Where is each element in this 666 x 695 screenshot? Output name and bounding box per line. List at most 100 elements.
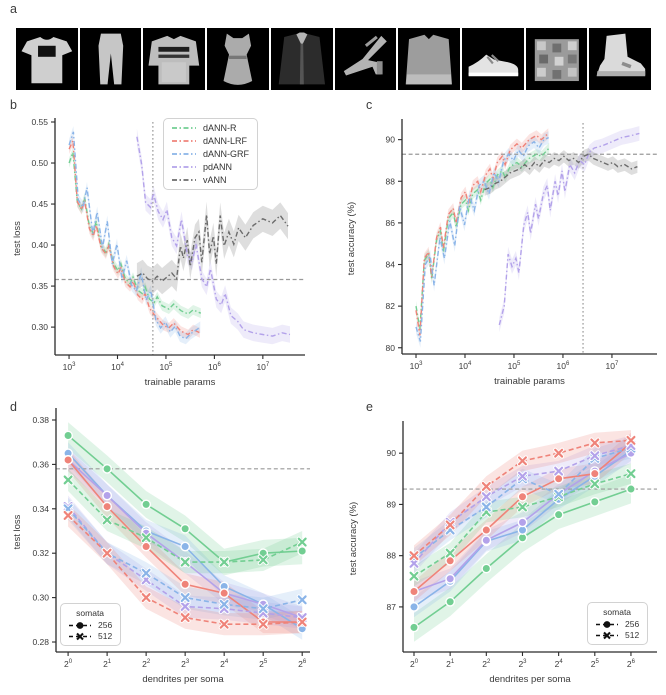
dann-r-line-icon <box>171 124 197 132</box>
panel-d-legend: somata 256 512 <box>60 603 122 646</box>
svg-text:dendrites per soma: dendrites per soma <box>142 674 224 685</box>
fashion-item-tshirt <box>16 28 78 90</box>
svg-text:0.55: 0.55 <box>31 117 48 127</box>
svg-text:test accuracy (%): test accuracy (%) <box>348 502 359 575</box>
svg-text:0.40: 0.40 <box>31 240 48 250</box>
fashion-item-sneaker <box>461 28 524 90</box>
svg-text:89: 89 <box>387 499 397 509</box>
panel-d-chart: 20 21 22 23 24 25 26 0.28 0.30 0.32 0.34 0.36 0.38 de… <box>12 408 310 685</box>
svg-text:86: 86 <box>386 218 396 228</box>
dann-grf-line-icon <box>171 150 197 158</box>
svg-text:107: 107 <box>606 361 619 371</box>
svg-text:107: 107 <box>256 362 269 372</box>
svg-text:25: 25 <box>591 659 600 669</box>
fashion-item-ankle-boot <box>589 28 652 90</box>
svg-text:88: 88 <box>387 551 397 561</box>
svg-text:24: 24 <box>220 659 229 669</box>
panel-b: 103 104 105 106 107 0.30 0.35 0.40 0.45 0.50 0.55 t… <box>8 98 338 398</box>
panel-c: 103 104 105 106 107 80 82 84 86 88 90 trainable par… <box>338 98 666 398</box>
svg-text:0.45: 0.45 <box>31 199 48 209</box>
fashion-item-shirt <box>398 28 460 90</box>
x-marker-icon <box>68 632 92 641</box>
svg-text:105: 105 <box>160 362 173 372</box>
panel-b-chart: 103 104 105 106 107 0.30 0.35 0.40 0.45 0.50 0.55 t… <box>12 117 305 388</box>
legend-entry-dann-r: dANN-R <box>171 123 249 133</box>
legend-label: 512 <box>98 631 113 641</box>
legend-label: dANN-R <box>203 123 237 133</box>
svg-text:test loss: test loss <box>12 514 23 549</box>
legend-label: 512 <box>625 630 640 640</box>
panel-label-a: a <box>10 2 17 16</box>
pdann-line-icon <box>171 163 197 171</box>
svg-text:87: 87 <box>387 602 397 612</box>
svg-text:84: 84 <box>386 260 396 270</box>
svg-text:0.50: 0.50 <box>31 158 48 168</box>
x-marker-icon <box>595 631 619 640</box>
legend-label: dANN-LRF <box>203 136 248 146</box>
fashion-item-sandal <box>334 28 397 90</box>
legend-title: somata <box>603 607 632 617</box>
svg-text:104: 104 <box>111 362 124 372</box>
circle-marker-icon <box>68 621 92 630</box>
panel-e-legend: somata 256 512 <box>587 602 649 645</box>
legend-label: vANN <box>203 175 227 185</box>
svg-text:26: 26 <box>298 659 307 669</box>
dann-lrf-line-icon <box>171 137 197 145</box>
fashion-item-trouser <box>79 28 142 90</box>
panel-d: 20 21 22 23 24 25 26 0.28 0.30 0.32 0.34 0.36 0.38 de… <box>8 400 338 695</box>
legend-entry-vann: vANN <box>171 175 249 185</box>
svg-text:0.34: 0.34 <box>32 504 49 514</box>
legend-title: somata <box>76 608 105 618</box>
panel-c-chart: 103 104 105 106 107 80 82 84 86 88 90 trainable par… <box>346 119 657 387</box>
svg-text:25: 25 <box>259 659 268 669</box>
fashion-item-coat <box>270 28 333 90</box>
fashion-item-pullover <box>143 28 206 90</box>
svg-text:106: 106 <box>208 362 221 372</box>
svg-text:24: 24 <box>555 659 564 669</box>
circle-marker-icon <box>595 620 619 629</box>
panel-b-legend: dANN-R dANN-LRF dANN-GRF pdANN vANN <box>163 118 259 190</box>
svg-text:0.28: 0.28 <box>32 637 49 647</box>
svg-text:21: 21 <box>103 659 112 669</box>
legend-label: 256 <box>98 620 113 630</box>
svg-text:90: 90 <box>387 448 397 458</box>
svg-text:20: 20 <box>410 659 419 669</box>
svg-text:dendrites per soma: dendrites per soma <box>489 674 571 685</box>
svg-text:106: 106 <box>557 361 570 371</box>
legend-entry-256: 256 <box>68 620 112 630</box>
svg-text:0.36: 0.36 <box>32 459 49 469</box>
svg-text:22: 22 <box>482 659 491 669</box>
legend-entry-dann-grf: dANN-GRF <box>171 149 249 159</box>
legend-entry-256: 256 <box>595 619 639 629</box>
legend-entry-dann-lrf: dANN-LRF <box>171 136 249 146</box>
vann-line-icon <box>171 176 197 184</box>
legend-entry-512: 512 <box>68 631 112 641</box>
svg-text:26: 26 <box>627 659 636 669</box>
svg-text:104: 104 <box>459 361 472 371</box>
svg-text:103: 103 <box>410 361 423 371</box>
panel-label-b: b <box>10 98 17 112</box>
panel-e: 20 21 22 23 24 25 26 87 88 89 90 dendrites per soma… <box>338 400 666 695</box>
svg-text:23: 23 <box>518 659 527 669</box>
svg-text:trainable params: trainable params <box>145 377 216 388</box>
svg-text:test loss: test loss <box>12 221 23 256</box>
legend-label: 256 <box>625 619 640 629</box>
panel-label-c: c <box>366 98 373 112</box>
svg-text:105: 105 <box>508 361 521 371</box>
svg-text:trainable params: trainable params <box>494 376 565 387</box>
svg-text:22: 22 <box>142 659 151 669</box>
svg-text:test accuracy (%): test accuracy (%) <box>346 202 357 275</box>
svg-text:20: 20 <box>64 659 73 669</box>
svg-text:80: 80 <box>386 343 396 353</box>
svg-text:23: 23 <box>181 659 190 669</box>
panel-a-images <box>16 28 652 90</box>
panel-e-chart: 20 21 22 23 24 25 26 87 88 89 90 dendrites per soma… <box>348 421 657 685</box>
svg-text:103: 103 <box>63 362 76 372</box>
svg-text:88: 88 <box>386 176 396 186</box>
fashion-item-dress <box>207 28 269 90</box>
svg-text:0.35: 0.35 <box>31 281 48 291</box>
fashion-item-bag <box>525 28 588 90</box>
svg-text:0.30: 0.30 <box>32 593 49 603</box>
svg-text:0.32: 0.32 <box>32 548 49 558</box>
